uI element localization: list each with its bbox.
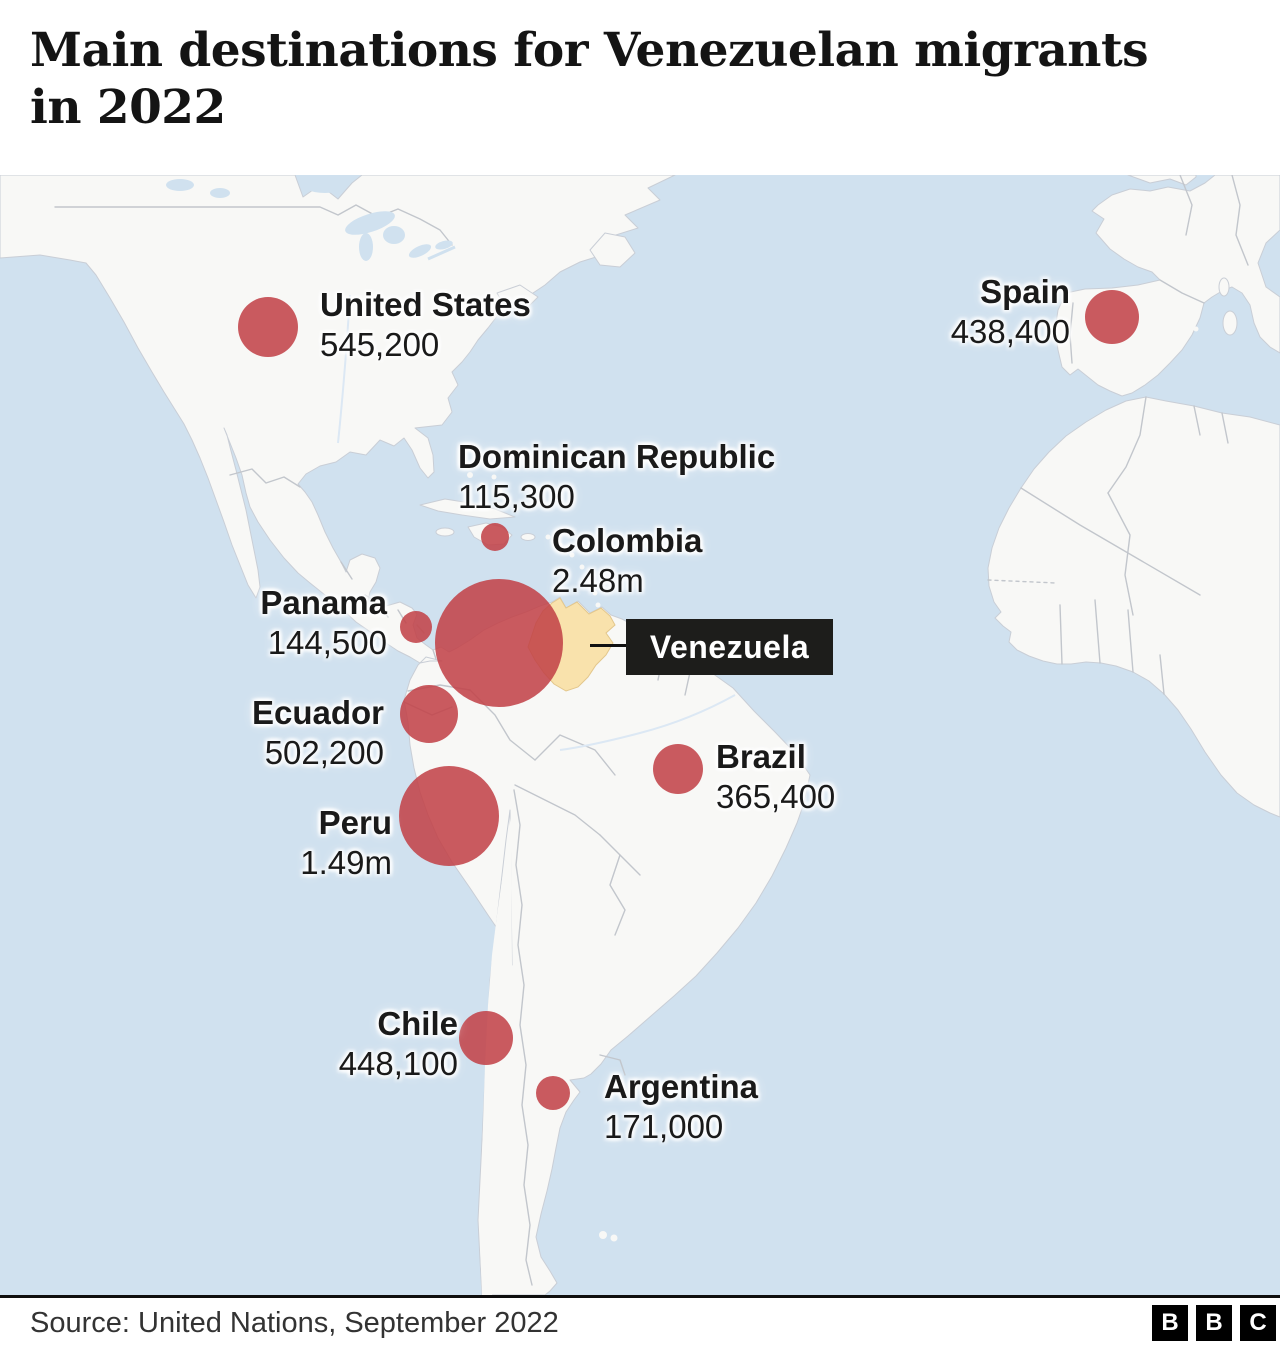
bubble-colombia: [435, 579, 563, 707]
country-label-panama: Panama 144,500: [260, 583, 387, 663]
country-value: 2.48m: [552, 562, 644, 599]
map-basemap: [0, 175, 1280, 1295]
country-value: 171,000: [604, 1108, 724, 1145]
bubble-panama: [400, 611, 432, 643]
rivers: [337, 245, 736, 751]
country-label-brazil: Brazil 365,400: [716, 737, 835, 817]
venezuela-callout-line: [590, 644, 628, 647]
england-island: [1127, 175, 1197, 186]
country-name: United States: [320, 286, 531, 323]
bahamas-islands: [467, 472, 518, 511]
title-line-2: in 2022: [30, 80, 226, 136]
country-value: 502,200: [264, 734, 384, 771]
country-name: Spain: [980, 273, 1070, 310]
sardinia-island: [1222, 310, 1238, 336]
country-value: 545,200: [320, 326, 440, 363]
country-value: 1.49m: [300, 844, 392, 881]
bubble-dominican-republic: [481, 523, 509, 551]
country-value: 144,500: [267, 624, 387, 661]
country-label-colombia: Colombia 2.48m: [552, 521, 702, 601]
bubble-brazil: [653, 744, 703, 794]
bbc-logo-block-b2: B: [1196, 1305, 1232, 1341]
venezuela-callout-label: Venezuela: [649, 628, 810, 665]
country-value: 365,400: [716, 778, 836, 815]
nova-scotia-island: [496, 284, 539, 311]
country-label-dominican-republic: Dominican Republic 115,300: [458, 437, 775, 517]
balearic-islands: [1182, 322, 1199, 332]
country-value: 448,100: [338, 1045, 458, 1082]
bubble-spain: [1085, 290, 1139, 344]
source-text: Source: United Nations, September 2022: [30, 1306, 559, 1339]
country-name: Argentina: [604, 1068, 759, 1105]
lakes: [166, 175, 453, 261]
bubble-united-states: [238, 297, 298, 357]
corsica-island: [1218, 277, 1230, 297]
country-name: Colombia: [552, 522, 703, 559]
africa-landmass: [987, 396, 1280, 818]
jamaica-island: [435, 527, 455, 537]
country-label-peru: Peru 1.49m: [300, 803, 392, 883]
falkland-islands: [599, 1231, 618, 1242]
bbc-logo-block-c: C: [1240, 1305, 1276, 1341]
country-name: Chile: [377, 1005, 458, 1042]
bbc-logo-block-b1: B: [1152, 1305, 1188, 1341]
country-name: Peru: [318, 804, 392, 841]
country-label-argentina: Argentina 171,000: [604, 1067, 758, 1147]
world-map: United States 545,200 Spain 438,400 Dominica…: [0, 175, 1280, 1295]
venezuela-callout: Venezuela: [626, 619, 833, 675]
americas-landmass: [0, 175, 811, 1295]
country-label-ecuador: Ecuador 502,200: [252, 693, 384, 773]
bubble-chile: [459, 1011, 513, 1065]
europe-landmass: [1054, 175, 1280, 397]
country-label-chile: Chile 448,100: [339, 1004, 458, 1084]
bubble-argentina: [536, 1076, 570, 1110]
country-label-spain: Spain 438,400: [951, 272, 1070, 352]
country-name: Ecuador: [251, 694, 384, 731]
cuba-island: [419, 498, 516, 520]
country-name: Panama: [260, 584, 387, 621]
newfoundland-island: [589, 232, 636, 268]
country-value: 115,300: [458, 478, 575, 515]
bubble-peru: [399, 766, 499, 866]
bbc-logo: B B C: [1152, 1305, 1276, 1341]
title-line-1: Main destinations for Venezuelan migrant…: [30, 23, 1149, 78]
country-name: Dominican Republic: [458, 438, 776, 475]
country-label-united-states: United States 545,200: [320, 285, 531, 365]
puerto-rico-island: [520, 533, 536, 541]
header: Main destinations for Venezuelan migrant…: [0, 0, 1280, 175]
country-name: Brazil: [716, 738, 806, 775]
country-value: 438,400: [950, 313, 1070, 350]
page-title: Main destinations for Venezuelan migrant…: [30, 22, 1250, 137]
bubble-ecuador: [400, 685, 458, 743]
footer: Source: United Nations, September 2022 B…: [0, 1295, 1280, 1348]
